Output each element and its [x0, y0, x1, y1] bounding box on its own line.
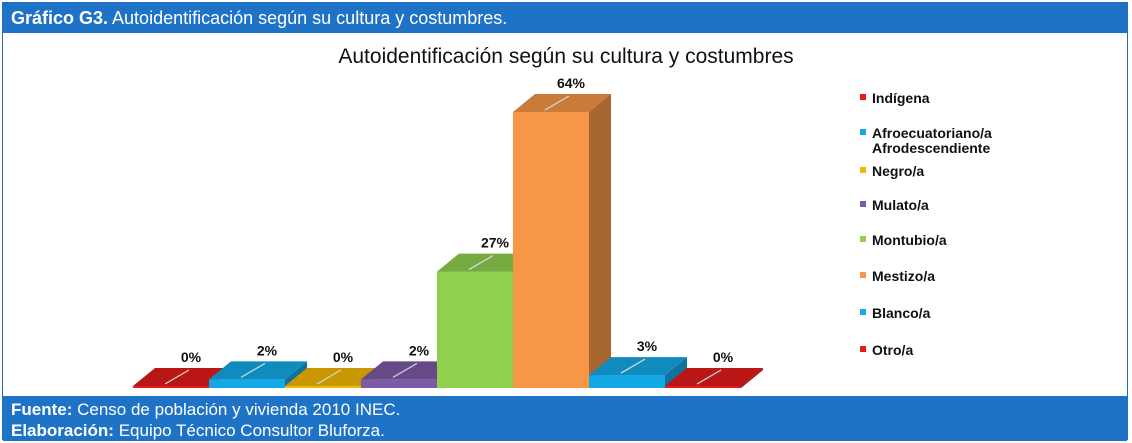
data-label: 3%	[637, 338, 658, 354]
bar-top	[589, 357, 687, 376]
bar-side	[741, 368, 763, 388]
source-line: Fuente: Censo de población y vivienda 20…	[11, 399, 1127, 420]
legend-label: Negro/a	[872, 163, 924, 179]
data-label: 2%	[257, 342, 278, 358]
bar-side	[285, 361, 307, 388]
bar-top	[437, 253, 535, 272]
legend-label: Otro/a	[872, 342, 913, 358]
legend-label: Afrodescendiente	[872, 140, 990, 156]
label-leader-line	[240, 362, 266, 378]
chart-area: Autoidentificación según su cultura y co…	[3, 33, 1129, 396]
label-leader-line	[468, 255, 494, 271]
legend-swatch	[860, 167, 866, 173]
data-label: 0%	[181, 349, 202, 365]
bar	[361, 379, 437, 388]
legend-swatch	[860, 129, 866, 135]
label-leader-line	[544, 95, 570, 111]
data-label: 0%	[333, 349, 354, 365]
source-label: Fuente:	[11, 400, 73, 419]
label-leader-line	[164, 369, 190, 385]
data-label: 64%	[557, 75, 586, 91]
bar	[513, 112, 589, 388]
bar	[285, 386, 361, 388]
legend-swatch	[860, 94, 866, 100]
legend-label: Indígena	[872, 90, 930, 106]
caption-text: Autoidentificación según su cultura y co…	[108, 8, 508, 28]
legend-label: Montubio/a	[872, 232, 947, 248]
bar-top	[133, 368, 231, 386]
bar-top	[361, 361, 459, 380]
chart-title: Autoidentificación según su cultura y co…	[338, 45, 793, 68]
legend-label: Blanco/a	[872, 305, 931, 321]
bar	[589, 375, 665, 388]
legend-swatch	[860, 201, 866, 207]
bar-top	[665, 368, 763, 386]
label-leader-line	[696, 369, 722, 385]
legend-label: Afroecuatoriano/a	[872, 125, 992, 141]
legend-swatch	[860, 309, 866, 315]
legend-swatch	[860, 236, 866, 242]
label-leader-line	[392, 362, 418, 378]
data-label: 27%	[481, 235, 510, 251]
credit-label: Elaboración:	[11, 421, 114, 440]
figure-footer: Fuente: Censo de población y vivienda 20…	[3, 396, 1127, 441]
label-leader-line	[316, 369, 342, 385]
data-label: 2%	[409, 342, 430, 358]
legend-label: Mulato/a	[872, 197, 929, 213]
bar-side	[589, 94, 611, 388]
legend-swatch	[860, 346, 866, 352]
legend-swatch	[860, 272, 866, 278]
bar-top	[285, 368, 383, 386]
source-text: Censo de población y vivienda 2010 INEC.	[72, 400, 401, 419]
bar-top	[209, 361, 307, 380]
figure-caption-header: Gráfico G3. Autoidentificación según su …	[3, 3, 1127, 33]
bar	[133, 386, 209, 388]
caption-label: Gráfico G3.	[11, 8, 109, 28]
bar-chart-3d: Autoidentificación según su cultura y co…	[133, 45, 992, 388]
legend-label: Mestizo/a	[872, 268, 935, 284]
data-label: 0%	[713, 349, 734, 365]
bar	[665, 386, 741, 388]
bar	[437, 271, 513, 388]
credit-text: Equipo Técnico Consultor Bluforza.	[113, 421, 385, 440]
bar-side	[665, 357, 687, 388]
bar	[209, 379, 285, 388]
label-leader-line	[620, 358, 646, 374]
bar-top	[513, 94, 611, 112]
credit-line: Elaboración: Equipo Técnico Consultor Bl…	[11, 420, 1127, 441]
